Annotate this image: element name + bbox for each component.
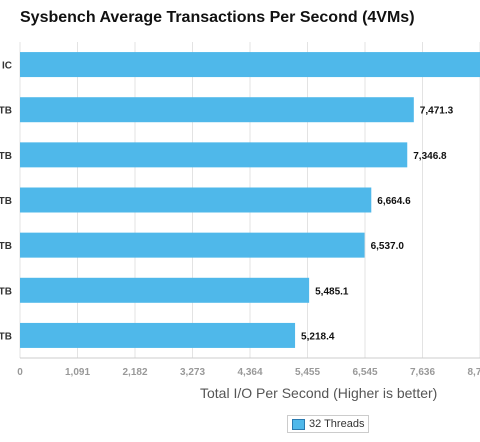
x-tick-label: 6,545 — [352, 367, 377, 378]
bar — [20, 97, 414, 123]
data-label: 5,218.4 — [301, 331, 335, 342]
legend-swatch — [292, 418, 305, 430]
x-tick-label: 2,182 — [122, 367, 147, 378]
data-label: 7,471.3 — [420, 106, 454, 117]
legend-label: 32 Threads — [309, 418, 365, 430]
bar — [20, 142, 408, 168]
x-tick-label: 0 — [17, 367, 23, 378]
category-label: TB — [0, 106, 12, 117]
category-label: IC — [2, 61, 12, 72]
bar — [20, 52, 480, 78]
bar — [20, 277, 310, 303]
data-label: 5,485.1 — [315, 286, 349, 297]
x-tick-label: 1,091 — [65, 367, 90, 378]
category-label: TB — [0, 286, 12, 297]
category-label: TB — [0, 241, 12, 252]
data-label: 6,664.6 — [377, 196, 411, 207]
category-label: TB — [0, 331, 12, 342]
category-label: TB — [0, 151, 12, 162]
data-label: 6,537.0 — [371, 241, 405, 252]
x-tick-label: 4,364 — [237, 367, 262, 378]
x-tick-label: 3,273 — [180, 367, 205, 378]
data-label: 7,346.8 — [413, 151, 447, 162]
category-label: TB — [0, 196, 12, 207]
x-tick-label: 8,727 — [467, 367, 480, 378]
bar — [20, 232, 365, 258]
x-tick-label: 5,455 — [295, 367, 320, 378]
x-axis-title: Total I/O Per Second (Higher is better) — [200, 385, 438, 401]
x-tick-label: 7,636 — [410, 367, 435, 378]
bar — [20, 187, 372, 213]
chart-title: Sysbench Average Transactions Per Second… — [20, 9, 415, 26]
bar — [20, 322, 296, 348]
legend[interactable]: 32 Threads — [287, 415, 370, 433]
